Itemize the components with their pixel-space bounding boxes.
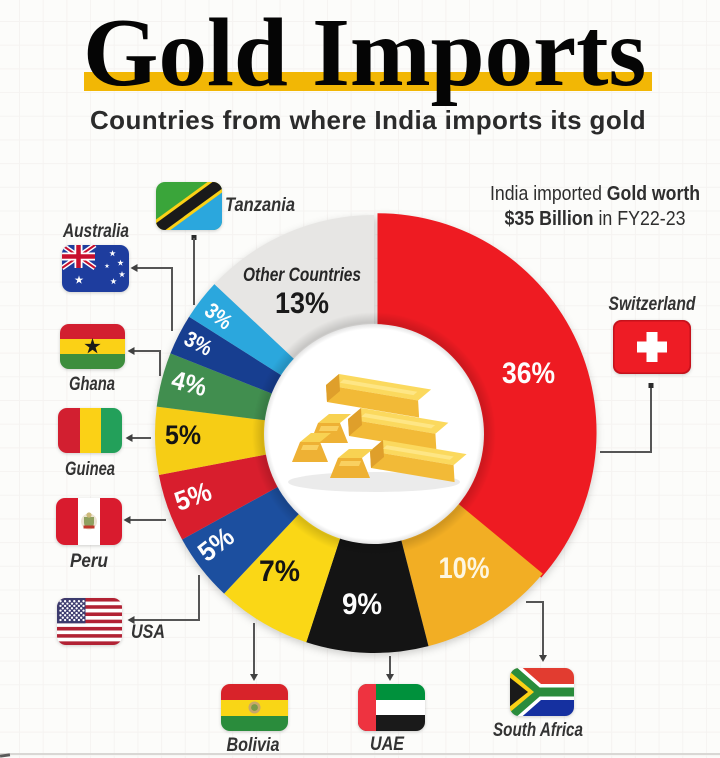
svg-text:Peru: Peru — [70, 551, 108, 572]
svg-text:Tanzania: Tanzania — [225, 195, 295, 216]
svg-text:Bolivia: Bolivia — [227, 735, 280, 756]
svg-text:Ghana: Ghana — [69, 374, 115, 395]
svg-text:USA: USA — [131, 622, 165, 643]
svg-text:Australia: Australia — [62, 221, 129, 242]
svg-text:9%: 9% — [342, 588, 382, 621]
svg-text:36%: 36% — [502, 357, 555, 390]
svg-text:$35 Billion in FY22-23: $35 Billion in FY22-23 — [505, 208, 686, 230]
svg-text:India imported Gold worth: India imported Gold worth — [490, 183, 700, 205]
svg-text:South Africa: South Africa — [493, 720, 583, 741]
svg-text:Other Countries: Other Countries — [243, 265, 361, 286]
svg-text:13%: 13% — [275, 287, 329, 320]
svg-text:Guinea: Guinea — [65, 459, 115, 480]
svg-text:UAE: UAE — [370, 734, 405, 755]
svg-text:10%: 10% — [439, 552, 490, 585]
svg-text:7%: 7% — [259, 555, 300, 588]
svg-text:Switzerland: Switzerland — [609, 294, 696, 315]
svg-text:5%: 5% — [165, 420, 201, 450]
